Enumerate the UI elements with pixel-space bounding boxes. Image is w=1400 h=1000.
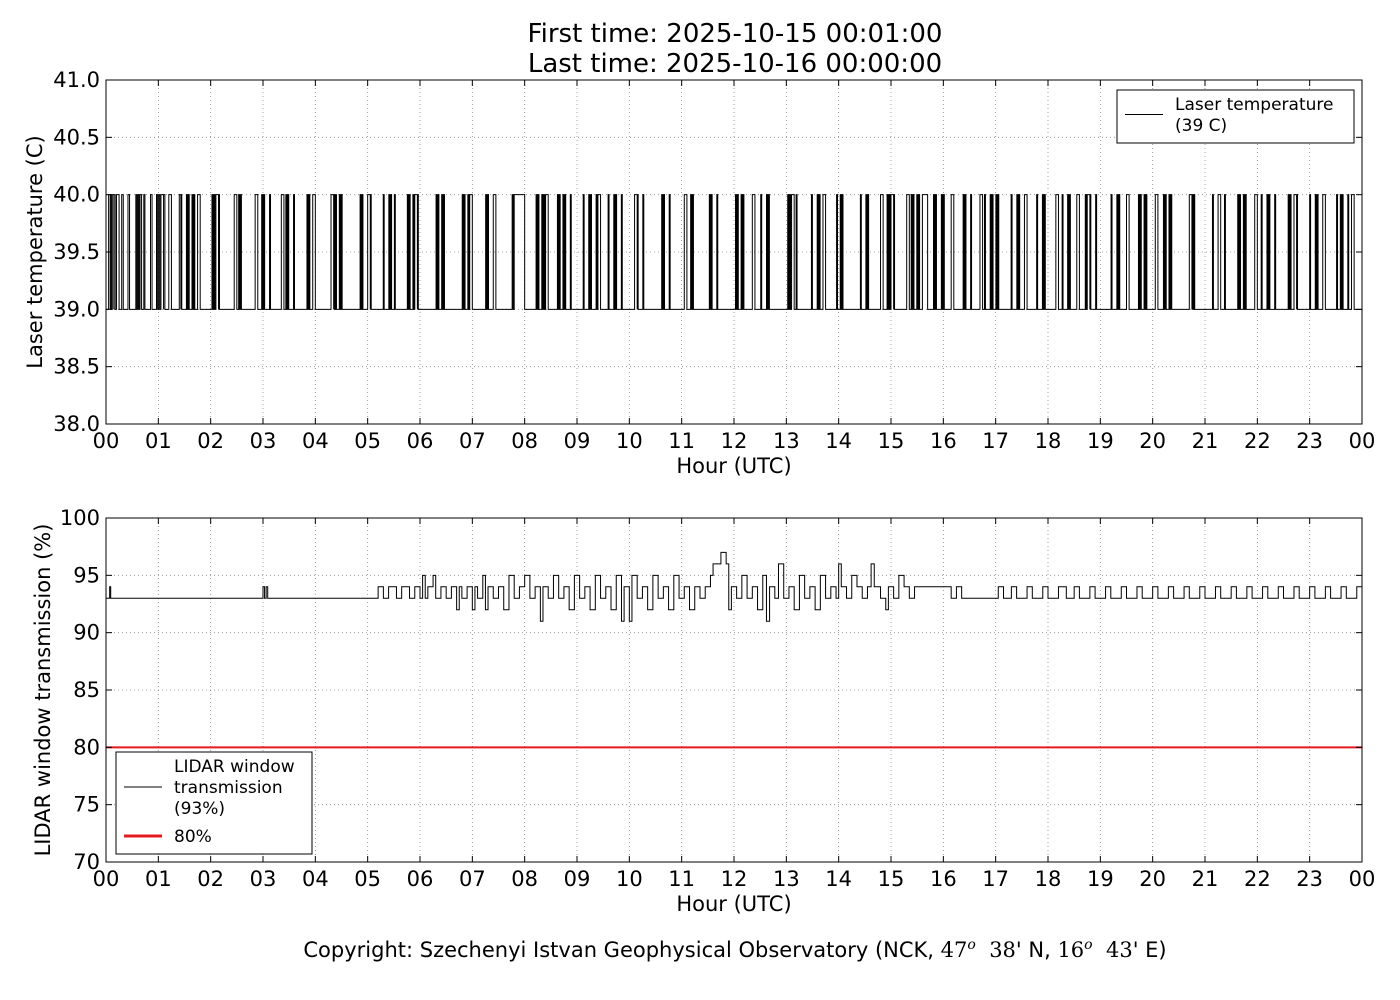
legend-label: Laser temperature [1175,95,1333,115]
x-tick-label: 15 [878,867,905,891]
x-tick-label: 20 [1139,429,1166,453]
x-tick-label: 00 [1349,429,1376,453]
x-tick-label: 03 [250,867,277,891]
x-tick-label: 19 [1087,867,1114,891]
x-tick-label: 11 [668,867,695,891]
x-tick-label: 12 [721,867,748,891]
x-tick-label: 22 [1244,429,1271,453]
x-tick-label: 17 [982,867,1009,891]
y-axis-label: LIDAR window transmission (%) [31,524,55,857]
x-tick-label: 06 [407,429,434,453]
x-tick-label: 01 [145,429,172,453]
y-tick-label: 41.0 [53,68,100,92]
x-tick-label: 02 [197,867,224,891]
y-tick-label: 95 [73,563,100,587]
x-tick-label: 10 [616,429,643,453]
x-tick-label: 17 [982,429,1009,453]
y-tick-label: 100 [60,506,100,530]
x-tick-label: 11 [668,429,695,453]
y-axis-label: Laser temperature (C) [23,135,47,368]
y-tick-label: 39.5 [53,240,100,264]
x-tick-label: 06 [407,867,434,891]
x-tick-label: 05 [354,429,381,453]
latitude-degrees: 47 [940,938,968,962]
latitude-degree-symbol: o [967,937,976,953]
legend-label: transmission [174,778,283,798]
legend-label: LIDAR window [174,757,295,777]
laser-temperature-series-line [106,194,1362,310]
laser-temperature-panel: 00 01 02 03 04 05 06 07 08 09 10 11 12 13 14 15 16 17 18 19… [23,68,1375,478]
x-tick-label: 12 [721,429,748,453]
x-tick-label: 21 [1192,867,1219,891]
x-tick-label: 18 [1035,867,1062,891]
latitude-minutes: 38 [989,938,1016,962]
y-tick-label: 70 [73,850,100,874]
x-tick-label: 01 [145,867,172,891]
x-tick-label: 23 [1296,867,1323,891]
chart-title-line2: Last time: 2025-10-16 00:00:00 [527,49,943,79]
x-axis-label: Hour (UTC) [676,892,791,916]
x-tick-label: 23 [1296,429,1323,453]
longitude-suffix: ' E) [1132,938,1167,962]
longitude-minutes: 43 [1105,938,1133,962]
y-tick-label: 40.5 [53,125,100,149]
x-tick-label: 07 [459,429,486,453]
y-tick-label: 90 [73,621,100,645]
latitude-suffix: ' N, [1015,938,1058,962]
x-tick-label: 18 [1035,429,1062,453]
x-tick-label: 10 [616,867,643,891]
x-tick-label: 03 [250,429,277,453]
lidar-transmission-panel: 00 01 02 03 04 05 06 07 08 09 10 11 12 13 14 15 16 17 18 19… [31,506,1375,916]
y-tick-label: 75 [73,793,100,817]
lidar-transmission-series-line [106,551,1363,622]
x-tick-label: 05 [354,867,381,891]
y-tick-label: 38.5 [53,355,100,379]
x-tick-label: 02 [197,429,224,453]
x-tick-label: 14 [825,429,852,453]
x-tick-label: 00 [93,429,120,453]
x-tick-label: 00 [1349,867,1376,891]
x-tick-label: 00 [93,867,120,891]
copyright-prefix: Copyright: Szechenyi Istvan Geophysical … [303,938,941,962]
x-tick-label: 04 [302,867,329,891]
x-tick-label: 21 [1192,429,1219,453]
x-tick-label: 19 [1087,429,1114,453]
x-tick-label: 09 [564,429,591,453]
x-tick-label: 13 [773,429,800,453]
legend-label: (93%) [174,799,225,819]
y-tick-label: 39.0 [53,297,100,321]
x-axis-label: Hour (UTC) [676,454,791,478]
y-tick-label: 85 [73,678,100,702]
x-tick-label: 08 [511,867,538,891]
y-tick-label: 40.0 [53,183,100,207]
x-tick-label: 07 [459,867,486,891]
copyright-footer: Copyright: Szechenyi Istvan Geophysical … [0,937,1400,962]
legend: Laser temperature(39 C) [1116,89,1355,144]
y-tick-label: 38.0 [53,412,100,436]
legend-label: 80% [174,827,212,847]
x-tick-label: 08 [511,429,538,453]
legend-box [1116,89,1355,144]
longitude-degrees: 16 [1057,938,1085,962]
y-tick-label: 80 [73,735,100,759]
x-tick-label: 04 [302,429,329,453]
chart-title-line1: First time: 2025-10-15 00:01:00 [527,19,943,49]
x-tick-label: 20 [1139,867,1166,891]
x-tick-label: 16 [930,429,957,453]
x-tick-label: 15 [878,429,905,453]
x-tick-label: 14 [825,867,852,891]
x-tick-label: 09 [564,867,591,891]
x-tick-label: 16 [930,867,957,891]
x-tick-label: 13 [773,867,800,891]
x-tick-label: 22 [1244,867,1271,891]
longitude-degree-symbol: o [1084,937,1093,953]
legend-label: (39 C) [1175,116,1227,136]
